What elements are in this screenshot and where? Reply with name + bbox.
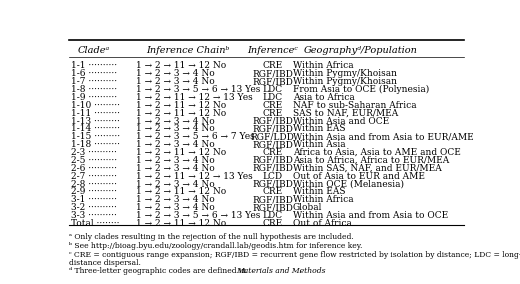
Text: Geographyᵈ/Population: Geographyᵈ/Population — [304, 46, 418, 55]
Text: RGF/IBD: RGF/IBD — [252, 116, 293, 126]
Text: 1-15 ·········: 1-15 ········· — [71, 132, 120, 141]
Text: CRE: CRE — [263, 61, 283, 70]
Text: Africa to Asia, Asia to AME and OCE: Africa to Asia, Asia to AME and OCE — [293, 148, 461, 157]
Text: 1-9 ··········: 1-9 ·········· — [71, 93, 117, 102]
Text: Within SAS, NAF, and EUR/MEA: Within SAS, NAF, and EUR/MEA — [293, 164, 441, 173]
Text: 1 → 2 → 3 → 4 No: 1 → 2 → 3 → 4 No — [136, 203, 214, 212]
Text: ᵈ Three-letter geographic codes are defined in: ᵈ Three-letter geographic codes are defi… — [69, 267, 249, 275]
Text: 1-6 ··········: 1-6 ·········· — [71, 69, 117, 78]
Text: 2-6 ··········: 2-6 ·········· — [71, 164, 117, 173]
Text: LDC: LDC — [263, 211, 282, 220]
Text: 2-5 ··········: 2-5 ·········· — [71, 156, 117, 165]
Text: LDC: LDC — [263, 93, 282, 102]
Text: RGF/LDD: RGF/LDD — [251, 132, 294, 141]
Text: 2-3 ··········: 2-3 ·········· — [71, 148, 117, 157]
Text: NAF to sub-Saharan Africa: NAF to sub-Saharan Africa — [293, 101, 417, 110]
Text: 1-14 ·········: 1-14 ········· — [71, 124, 120, 133]
Text: 3-1 ··········: 3-1 ·········· — [71, 195, 117, 204]
Text: Within Asia and from Asia to EUR/AME: Within Asia and from Asia to EUR/AME — [293, 132, 473, 141]
Text: 1 → 2 → 3 → 4 No: 1 → 2 → 3 → 4 No — [136, 140, 214, 149]
Text: LCD: LCD — [263, 172, 282, 181]
Text: SAS to NAF, EUR/MEA: SAS to NAF, EUR/MEA — [293, 109, 398, 118]
Text: CRE: CRE — [263, 101, 283, 110]
Text: RGF/IBD: RGF/IBD — [252, 203, 293, 212]
Text: 1 → 2 → 11 → 12 No: 1 → 2 → 11 → 12 No — [136, 101, 226, 110]
Text: ᵇ See http://bioag.byu.edu/zoology/crandall.lab/geodis.htm for inference key.: ᵇ See http://bioag.byu.edu/zoology/crand… — [69, 242, 362, 250]
Text: CRE: CRE — [263, 187, 283, 196]
Text: ᶜ CRE = contiguous range expansion; RGF/IBD = recurrent gene flow restricted by : ᶜ CRE = contiguous range expansion; RGF/… — [69, 251, 520, 259]
Text: RGF/IBD: RGF/IBD — [252, 156, 293, 165]
Text: Global: Global — [293, 203, 322, 212]
Text: RGF/IBD: RGF/IBD — [252, 179, 293, 189]
Text: Within Pygmy/Khoisan: Within Pygmy/Khoisan — [293, 77, 397, 86]
Text: 1-13 ·········: 1-13 ········· — [71, 116, 120, 126]
Text: Cladeᵃ: Cladeᵃ — [77, 46, 109, 55]
Text: RGF/IBD: RGF/IBD — [252, 140, 293, 149]
Text: 1 → 2 → 11 → 12 No: 1 → 2 → 11 → 12 No — [136, 109, 226, 118]
Text: 1 → 2 → 3 → 4 No: 1 → 2 → 3 → 4 No — [136, 179, 214, 189]
Text: Within EAS: Within EAS — [293, 187, 345, 196]
Text: 1-7 ··········: 1-7 ·········· — [71, 77, 117, 86]
Text: Materials and Methods: Materials and Methods — [236, 267, 326, 275]
Text: 3-3 ··········: 3-3 ·········· — [71, 211, 117, 220]
Text: Asia to Africa: Asia to Africa — [293, 93, 355, 102]
Text: 1 → 2 → 3 → 4 No: 1 → 2 → 3 → 4 No — [136, 69, 214, 78]
Text: 1 → 2 → 11 → 12 No: 1 → 2 → 11 → 12 No — [136, 219, 226, 228]
Text: Within OCE (Melanesia): Within OCE (Melanesia) — [293, 179, 404, 189]
Text: .: . — [298, 267, 301, 275]
Text: 1-11 ·········: 1-11 ········· — [71, 109, 120, 118]
Text: RGF/IBD: RGF/IBD — [252, 77, 293, 86]
Text: 1 → 2 → 3 → 5 → 6 → 13 Yes: 1 → 2 → 3 → 5 → 6 → 13 Yes — [136, 85, 260, 94]
Text: ᵃ Only clades resulting in the rejection of the null hypothesis are included.: ᵃ Only clades resulting in the rejection… — [69, 233, 354, 241]
Text: Within Africa: Within Africa — [293, 61, 353, 70]
Text: RGF/IBD: RGF/IBD — [252, 164, 293, 173]
Text: Asia to Africa, Africa to EUR/MEA: Asia to Africa, Africa to EUR/MEA — [293, 156, 449, 165]
Text: RGF/IBD: RGF/IBD — [252, 195, 293, 204]
Text: Inferenceᶜ: Inferenceᶜ — [247, 46, 298, 55]
Text: Inference Chainᵇ: Inference Chainᵇ — [146, 46, 230, 55]
Text: RGF/IBD: RGF/IBD — [252, 69, 293, 78]
Text: LDC: LDC — [263, 85, 282, 94]
Text: Within EAS: Within EAS — [293, 124, 345, 133]
Text: 1 → 2 → 3 → 4 No: 1 → 2 → 3 → 4 No — [136, 156, 214, 165]
Text: 1 → 2 → 3 → 4 No: 1 → 2 → 3 → 4 No — [136, 77, 214, 86]
Text: Within Asia: Within Asia — [293, 140, 345, 149]
Text: Out of Asia to EUR and AME: Out of Asia to EUR and AME — [293, 172, 425, 181]
Text: Within Asia and OCE: Within Asia and OCE — [293, 116, 389, 126]
Text: 2-8 ··········: 2-8 ·········· — [71, 179, 117, 189]
Text: distance dispersal.: distance dispersal. — [69, 259, 141, 267]
Text: 3-2 ··········: 3-2 ·········· — [71, 203, 117, 212]
Text: CRE: CRE — [263, 109, 283, 118]
Text: Out of Africa: Out of Africa — [293, 219, 352, 228]
Text: CRE: CRE — [263, 219, 283, 228]
Text: Within Pygmy/Khoisan: Within Pygmy/Khoisan — [293, 69, 397, 78]
Text: Within Africa: Within Africa — [293, 195, 353, 204]
Text: CRE: CRE — [263, 148, 283, 157]
Text: 1 → 2 → 3 → 4 No: 1 → 2 → 3 → 4 No — [136, 195, 214, 204]
Text: 1-10 ·········: 1-10 ········· — [71, 101, 120, 110]
Text: 1 → 2 → 11 → 12 → 13 Yes: 1 → 2 → 11 → 12 → 13 Yes — [136, 93, 252, 102]
Text: 1 → 2 → 3 → 4 No: 1 → 2 → 3 → 4 No — [136, 164, 214, 173]
Text: Within Asia and from Asia to OCE: Within Asia and from Asia to OCE — [293, 211, 448, 220]
Text: 1 → 2 → 11 → 12 No: 1 → 2 → 11 → 12 No — [136, 187, 226, 196]
Text: From Asia to OCE (Polynesia): From Asia to OCE (Polynesia) — [293, 85, 429, 94]
Text: 1-18 ·········: 1-18 ········· — [71, 140, 120, 149]
Text: 2-7 ··········: 2-7 ·········· — [71, 172, 117, 181]
Text: 1 → 2 → 11 → 12 No: 1 → 2 → 11 → 12 No — [136, 148, 226, 157]
Text: 1-8 ··········: 1-8 ·········· — [71, 85, 117, 94]
Text: Total ········: Total ········ — [71, 219, 120, 228]
Text: 1 → 2 → 3 → 5 → 6 → 7 Yes: 1 → 2 → 3 → 5 → 6 → 7 Yes — [136, 132, 254, 141]
Text: 2-9 ··········: 2-9 ·········· — [71, 187, 117, 196]
Text: 1 → 2 → 11 → 12 No: 1 → 2 → 11 → 12 No — [136, 61, 226, 70]
Text: 1 → 2 → 3 → 4 No: 1 → 2 → 3 → 4 No — [136, 124, 214, 133]
Text: 1-1 ··········: 1-1 ·········· — [71, 61, 117, 70]
Text: 1 → 2 → 11 → 12 → 13 Yes: 1 → 2 → 11 → 12 → 13 Yes — [136, 172, 252, 181]
Text: RGF/IBD: RGF/IBD — [252, 124, 293, 133]
Text: 1 → 2 → 3 → 5 → 6 → 13 Yes: 1 → 2 → 3 → 5 → 6 → 13 Yes — [136, 211, 260, 220]
Text: 1 → 2 → 3 → 4 No: 1 → 2 → 3 → 4 No — [136, 116, 214, 126]
